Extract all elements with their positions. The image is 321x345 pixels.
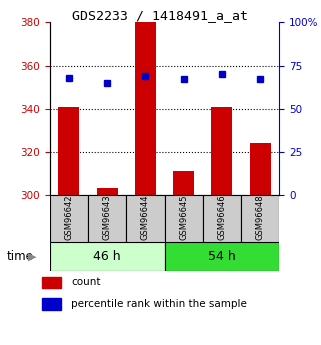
Bar bbox=[135, 22, 156, 195]
Text: GSM96642: GSM96642 bbox=[65, 195, 74, 240]
Text: GSM96645: GSM96645 bbox=[179, 195, 188, 240]
FancyBboxPatch shape bbox=[126, 195, 164, 242]
Bar bbox=[58, 107, 79, 195]
Text: time: time bbox=[6, 250, 33, 263]
Bar bbox=[42, 298, 61, 310]
FancyBboxPatch shape bbox=[164, 241, 279, 271]
Text: GDS2233 / 1418491_a_at: GDS2233 / 1418491_a_at bbox=[73, 9, 248, 22]
Bar bbox=[97, 188, 118, 195]
FancyBboxPatch shape bbox=[241, 195, 279, 242]
FancyBboxPatch shape bbox=[203, 195, 241, 242]
Text: GSM96643: GSM96643 bbox=[103, 195, 112, 240]
Text: ▶: ▶ bbox=[28, 251, 36, 261]
Bar bbox=[211, 107, 232, 195]
Text: percentile rank within the sample: percentile rank within the sample bbox=[71, 299, 247, 309]
FancyBboxPatch shape bbox=[50, 195, 88, 242]
Bar bbox=[42, 277, 61, 288]
Text: GSM96644: GSM96644 bbox=[141, 195, 150, 240]
Text: count: count bbox=[71, 277, 101, 287]
FancyBboxPatch shape bbox=[88, 195, 126, 242]
FancyBboxPatch shape bbox=[164, 195, 203, 242]
Text: GSM96648: GSM96648 bbox=[256, 195, 265, 240]
FancyBboxPatch shape bbox=[50, 241, 164, 271]
Text: 46 h: 46 h bbox=[93, 250, 121, 263]
Text: GSM96646: GSM96646 bbox=[217, 195, 226, 240]
Text: 54 h: 54 h bbox=[208, 250, 236, 263]
Bar bbox=[250, 143, 271, 195]
Bar bbox=[173, 171, 194, 195]
